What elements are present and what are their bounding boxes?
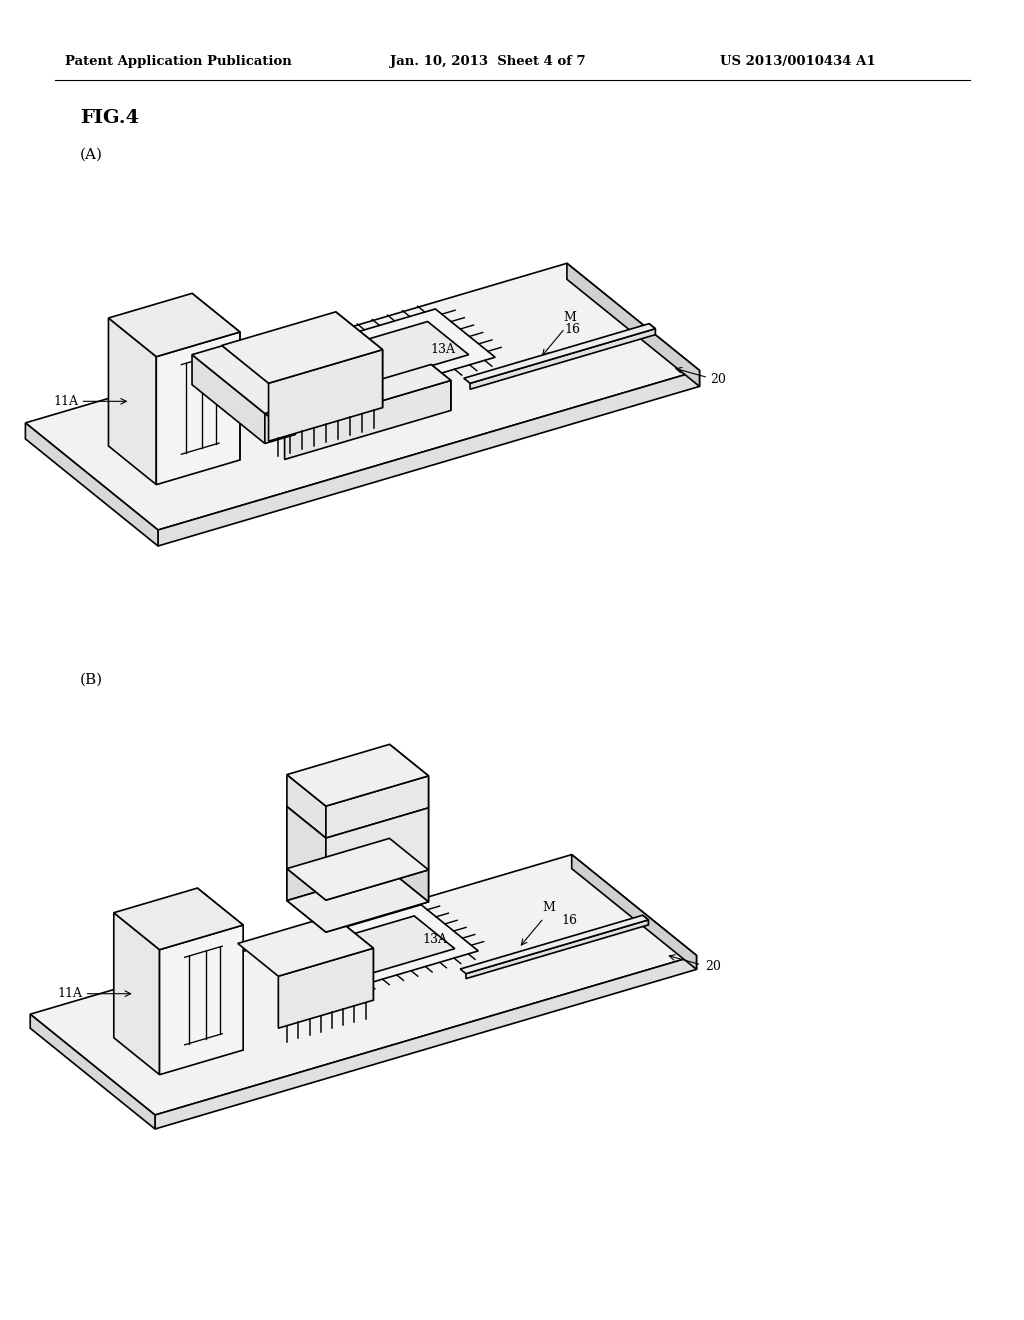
Polygon shape bbox=[268, 350, 383, 441]
Polygon shape bbox=[222, 312, 383, 383]
Polygon shape bbox=[198, 888, 243, 1049]
Text: 12A: 12A bbox=[322, 913, 347, 927]
Polygon shape bbox=[193, 355, 265, 444]
Polygon shape bbox=[287, 869, 326, 932]
Polygon shape bbox=[114, 912, 160, 1074]
Polygon shape bbox=[389, 744, 428, 808]
Polygon shape bbox=[279, 948, 374, 1028]
Polygon shape bbox=[307, 309, 496, 395]
Text: 11A: 11A bbox=[53, 395, 79, 408]
Polygon shape bbox=[466, 920, 648, 978]
Polygon shape bbox=[571, 854, 696, 969]
Polygon shape bbox=[460, 915, 648, 974]
Polygon shape bbox=[109, 293, 240, 356]
Text: (B): (B) bbox=[80, 673, 103, 686]
Polygon shape bbox=[287, 807, 326, 900]
Polygon shape bbox=[649, 323, 655, 335]
Polygon shape bbox=[464, 323, 655, 383]
Polygon shape bbox=[265, 404, 295, 444]
Polygon shape bbox=[287, 807, 326, 900]
Polygon shape bbox=[114, 888, 243, 949]
Polygon shape bbox=[160, 925, 243, 1074]
Polygon shape bbox=[157, 333, 240, 484]
Text: US 2013/0010434 A1: US 2013/0010434 A1 bbox=[720, 55, 876, 69]
Polygon shape bbox=[30, 854, 696, 1115]
Text: 20: 20 bbox=[706, 961, 721, 973]
Text: M: M bbox=[543, 902, 555, 913]
Text: 12A: 12A bbox=[304, 341, 329, 354]
Text: 13A: 13A bbox=[423, 933, 447, 946]
Polygon shape bbox=[109, 318, 157, 484]
Polygon shape bbox=[333, 916, 374, 1001]
Polygon shape bbox=[470, 329, 655, 389]
Polygon shape bbox=[265, 364, 451, 429]
Polygon shape bbox=[287, 870, 428, 932]
Text: Patent Application Publication: Patent Application Publication bbox=[65, 55, 292, 69]
Polygon shape bbox=[326, 776, 428, 838]
Polygon shape bbox=[287, 744, 428, 807]
Text: M: M bbox=[563, 312, 577, 325]
Polygon shape bbox=[238, 916, 374, 977]
Polygon shape bbox=[336, 312, 383, 408]
Polygon shape bbox=[285, 380, 451, 459]
Text: 20: 20 bbox=[710, 374, 726, 385]
Polygon shape bbox=[155, 956, 696, 1129]
Polygon shape bbox=[643, 915, 648, 925]
Polygon shape bbox=[299, 904, 478, 987]
Text: FIG.4: FIG.4 bbox=[80, 110, 139, 127]
Text: 13A: 13A bbox=[431, 343, 456, 355]
Polygon shape bbox=[431, 364, 451, 411]
Polygon shape bbox=[193, 293, 240, 459]
Text: 16: 16 bbox=[564, 323, 581, 337]
Polygon shape bbox=[389, 838, 428, 902]
Polygon shape bbox=[326, 808, 428, 900]
Polygon shape bbox=[158, 371, 699, 546]
Polygon shape bbox=[287, 775, 326, 838]
Polygon shape bbox=[26, 263, 699, 531]
Polygon shape bbox=[30, 1014, 155, 1129]
Text: 15: 15 bbox=[335, 375, 351, 388]
Text: 15: 15 bbox=[372, 756, 387, 770]
Text: Jan. 10, 2013  Sheet 4 of 7: Jan. 10, 2013 Sheet 4 of 7 bbox=[390, 55, 586, 69]
Text: 16: 16 bbox=[561, 913, 578, 927]
Polygon shape bbox=[326, 870, 428, 932]
Text: 11A: 11A bbox=[57, 987, 83, 1001]
Polygon shape bbox=[222, 346, 295, 434]
Polygon shape bbox=[389, 776, 428, 870]
Polygon shape bbox=[323, 916, 455, 975]
Text: (A): (A) bbox=[80, 148, 103, 162]
Polygon shape bbox=[567, 263, 699, 387]
Polygon shape bbox=[193, 346, 295, 413]
Polygon shape bbox=[287, 838, 389, 900]
Polygon shape bbox=[334, 322, 469, 383]
Polygon shape bbox=[287, 838, 428, 900]
Polygon shape bbox=[26, 422, 158, 546]
